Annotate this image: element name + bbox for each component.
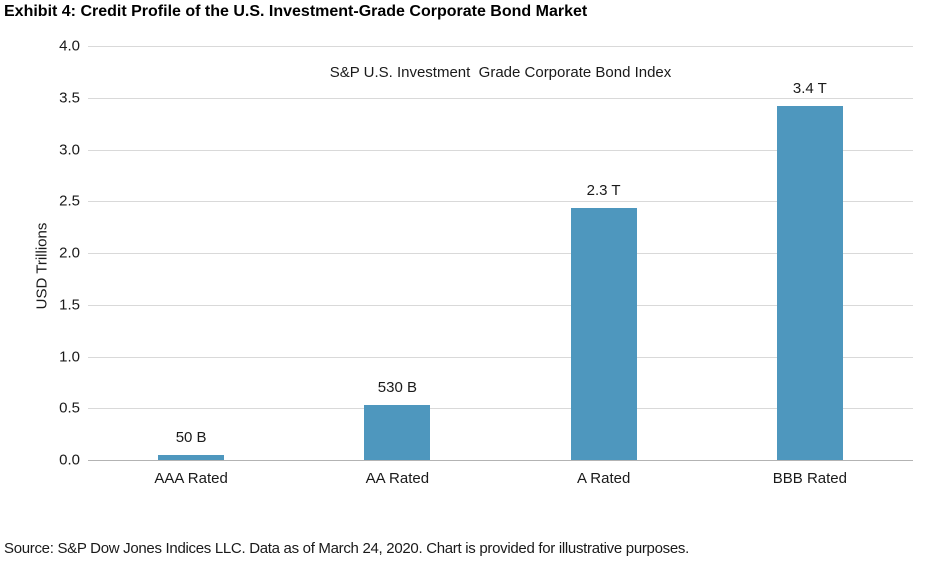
- y-tick-label: 0.0: [59, 451, 80, 469]
- y-tick-label: 1.0: [59, 348, 80, 365]
- y-gridline: [88, 304, 913, 306]
- x-category-label: A Rated: [576, 470, 631, 487]
- x-category-label: AAA Rated: [154, 470, 228, 487]
- y-tick-label: 1.5: [59, 296, 80, 314]
- bar-bbb-rated: [776, 106, 843, 460]
- y-tick-label: 2.0: [59, 244, 80, 262]
- source-note: Source: S&P Dow Jones Indices LLC. Data …: [4, 540, 689, 557]
- bar-value-label: 50 B: [175, 429, 207, 446]
- y-gridline: [88, 46, 913, 47]
- y-gridline: [88, 253, 913, 254]
- y-tick-label: 3.0: [59, 141, 80, 158]
- x-axis-line: [88, 460, 913, 461]
- exhibit-title: Exhibit 4: Credit Profile of the U.S. In…: [4, 3, 588, 20]
- x-category-label: BBB Rated: [772, 470, 847, 487]
- y-gridline: [88, 97, 913, 99]
- bar-a-rated: [570, 208, 637, 460]
- y-gridline: [88, 149, 913, 151]
- plot-area: 50 B AAA Rated 530 B AA Rated 2.3 T A Rated 3.…: [88, 46, 913, 487]
- bar-value-label: 2.3 T: [586, 182, 621, 199]
- bar-value-label: 3.4 T: [792, 80, 827, 97]
- y-tick-label: 3.5: [59, 89, 80, 107]
- y-gridline: [88, 356, 913, 358]
- y-tick-label: 0.5: [59, 399, 80, 417]
- x-category-label: AA Rated: [365, 470, 430, 487]
- y-tick-label: 2.5: [59, 192, 80, 210]
- bar-aa-rated: [364, 405, 431, 460]
- bar-value-label: 530 B: [377, 379, 417, 396]
- y-gridline: [88, 201, 913, 203]
- chart-subtitle: S&P U.S. Investment Grade Corporate Bond…: [329, 64, 672, 81]
- y-gridline: [88, 408, 913, 410]
- bar-aaa-rated: [158, 455, 225, 460]
- y-tick-label: 4.0: [59, 37, 80, 55]
